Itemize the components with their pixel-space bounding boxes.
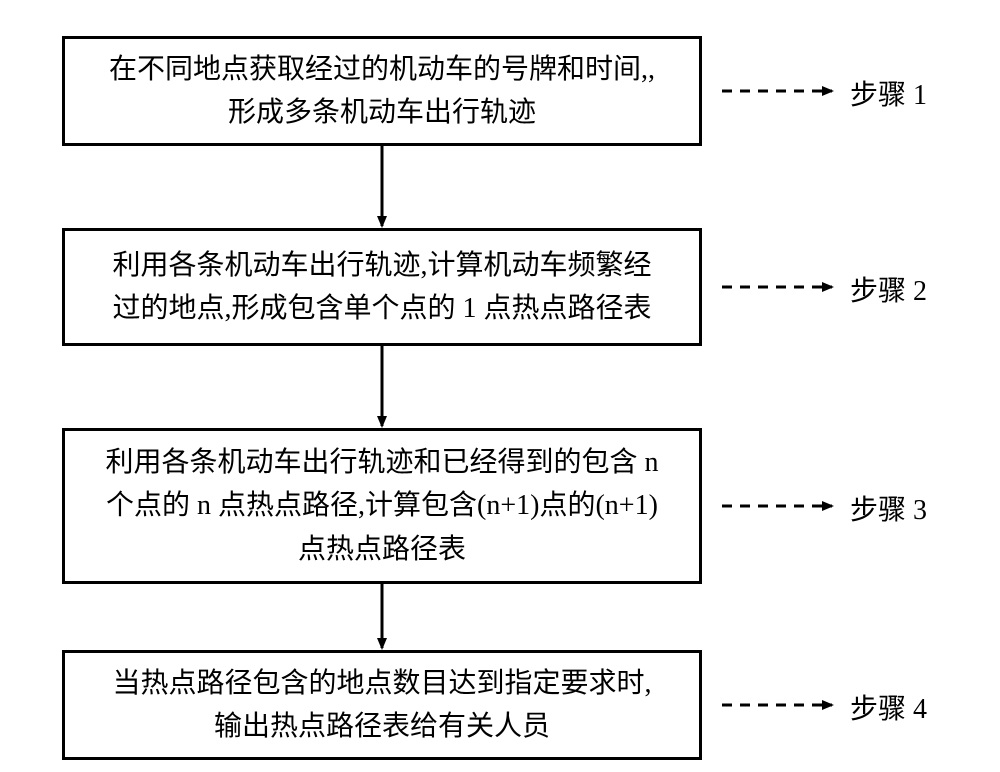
flow-box-text: 利用各条机动车出行轨迹,计算机动车频繁经过的地点,形成包含单个点的 1 点热点路… — [112, 244, 651, 331]
flow-box-text: 利用各条机动车出行轨迹和已经得到的包含 n个点的 n 点热点路径,计算包含(n+… — [105, 441, 658, 571]
flow-box-text: 在不同地点获取经过的机动车的号牌和时间,,形成多条机动车出行轨迹 — [109, 48, 655, 135]
step-label-step2: 步骤 2 — [850, 269, 927, 309]
flow-box-step2: 利用各条机动车出行轨迹,计算机动车频繁经过的地点,形成包含单个点的 1 点热点路… — [62, 228, 702, 346]
text-line: 过的地点,形成包含单个点的 1 点热点路径表 — [112, 287, 651, 330]
flowchart-canvas: 在不同地点获取经过的机动车的号牌和时间,,形成多条机动车出行轨迹 步骤 1 利用各条… — [0, 0, 1000, 772]
flow-box-text: 当热点路径包含的地点数目达到指定要求时,输出热点路径表给有关人员 — [112, 662, 651, 749]
text-line: 个点的 n 点热点路径,计算包含(n+1)点的(n+1) — [105, 484, 658, 527]
text-line: 当热点路径包含的地点数目达到指定要求时, — [112, 662, 651, 705]
flow-box-step4: 当热点路径包含的地点数目达到指定要求时,输出热点路径表给有关人员 — [62, 650, 702, 760]
text-line: 输出热点路径表给有关人员 — [112, 705, 651, 748]
text-line: 利用各条机动车出行轨迹,计算机动车频繁经 — [112, 244, 651, 287]
step-label-step3: 步骤 3 — [850, 488, 927, 528]
step-label-step1: 步骤 1 — [850, 73, 927, 113]
step-label-step4: 步骤 4 — [850, 687, 927, 727]
text-line: 形成多条机动车出行轨迹 — [109, 91, 655, 134]
flow-box-step1: 在不同地点获取经过的机动车的号牌和时间,,形成多条机动车出行轨迹 — [62, 36, 702, 146]
text-line: 点热点路径表 — [105, 528, 658, 571]
flow-box-step3: 利用各条机动车出行轨迹和已经得到的包含 n个点的 n 点热点路径,计算包含(n+… — [62, 428, 702, 584]
text-line: 在不同地点获取经过的机动车的号牌和时间,, — [109, 48, 655, 91]
text-line: 利用各条机动车出行轨迹和已经得到的包含 n — [105, 441, 658, 484]
